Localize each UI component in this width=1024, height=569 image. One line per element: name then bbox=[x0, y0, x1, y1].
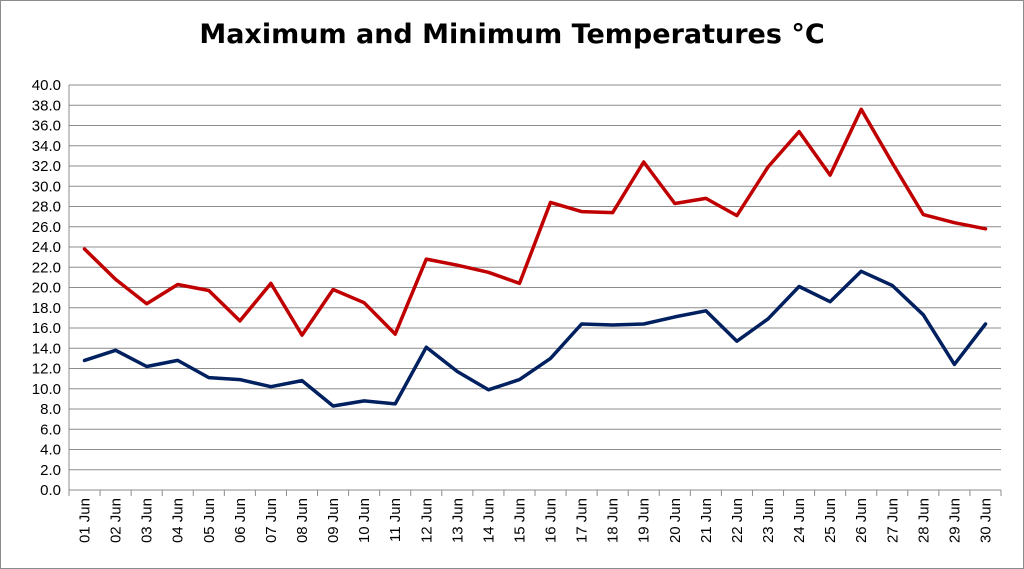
x-tick-label: 16 Jun bbox=[543, 498, 560, 543]
y-tick-label: 26.0 bbox=[32, 219, 61, 236]
x-tick-label: 14 Jun bbox=[480, 498, 497, 543]
x-tick-label: 23 Jun bbox=[760, 498, 777, 543]
x-tick-label: 22 Jun bbox=[729, 498, 746, 543]
y-tick-label: 32.0 bbox=[32, 158, 61, 175]
series-line-min bbox=[82, 269, 988, 408]
y-tick-label: 18.0 bbox=[32, 300, 61, 317]
y-tick-label: 30.0 bbox=[32, 178, 61, 195]
x-tick-label: 05 Jun bbox=[201, 498, 218, 543]
x-tick-label: 19 Jun bbox=[636, 498, 653, 543]
x-tick-label: 08 Jun bbox=[294, 498, 311, 543]
x-tick-label: 24 Jun bbox=[791, 498, 808, 543]
x-tick-label: 20 Jun bbox=[667, 498, 684, 543]
y-tick-label: 24.0 bbox=[32, 239, 61, 256]
y-tick-label: 4.0 bbox=[40, 442, 61, 459]
x-tick-label: 09 Jun bbox=[325, 498, 342, 543]
x-tick-label: 28 Jun bbox=[915, 498, 932, 543]
y-tick-label: 16.0 bbox=[32, 320, 61, 337]
x-tick-label: 07 Jun bbox=[263, 498, 280, 543]
x-tick-label: 29 Jun bbox=[946, 498, 963, 543]
x-tick-label: 02 Jun bbox=[108, 498, 125, 543]
x-tick-label: 15 Jun bbox=[511, 498, 528, 543]
x-tick-label: 30 Jun bbox=[977, 498, 994, 543]
chart-title: Maximum and Minimum Temperatures °C bbox=[199, 19, 825, 50]
y-tick-label: 20.0 bbox=[32, 280, 61, 297]
x-tick-label: 25 Jun bbox=[822, 498, 839, 543]
y-tick-label: 12.0 bbox=[32, 361, 61, 378]
y-tick-label: 8.0 bbox=[40, 401, 61, 418]
y-tick-label: 22.0 bbox=[32, 259, 61, 276]
x-tick-label: 26 Jun bbox=[853, 498, 870, 543]
y-tick-label: 34.0 bbox=[32, 138, 61, 155]
y-tick-label: 14.0 bbox=[32, 340, 61, 357]
x-tick-label: 03 Jun bbox=[139, 498, 156, 543]
x-tick-label: 01 Jun bbox=[77, 498, 94, 543]
y-tick-label: 38.0 bbox=[32, 97, 61, 114]
x-tick-label: 10 Jun bbox=[356, 498, 373, 543]
x-tick-label: 11 Jun bbox=[387, 498, 404, 542]
x-tick-label: 18 Jun bbox=[605, 498, 622, 543]
x-tick-label: 21 Jun bbox=[698, 498, 715, 543]
y-tick-label: 36.0 bbox=[32, 118, 61, 135]
y-tick-label: 2.0 bbox=[40, 462, 61, 479]
x-tick-label: 04 Jun bbox=[170, 498, 187, 543]
y-tick-label: 10.0 bbox=[32, 381, 61, 398]
x-tick-label: 12 Jun bbox=[418, 498, 435, 543]
y-tick-label: 6.0 bbox=[40, 421, 61, 438]
x-tick-label: 17 Jun bbox=[574, 498, 591, 543]
x-tick-label: 06 Jun bbox=[232, 498, 249, 543]
x-tick-label: 13 Jun bbox=[449, 498, 466, 543]
x-tick-label: 27 Jun bbox=[884, 498, 901, 543]
y-tick-label: 40.0 bbox=[32, 77, 61, 94]
y-tick-label: 0.0 bbox=[40, 482, 61, 499]
y-tick-label: 28.0 bbox=[32, 199, 61, 216]
series-line-max bbox=[82, 107, 988, 337]
